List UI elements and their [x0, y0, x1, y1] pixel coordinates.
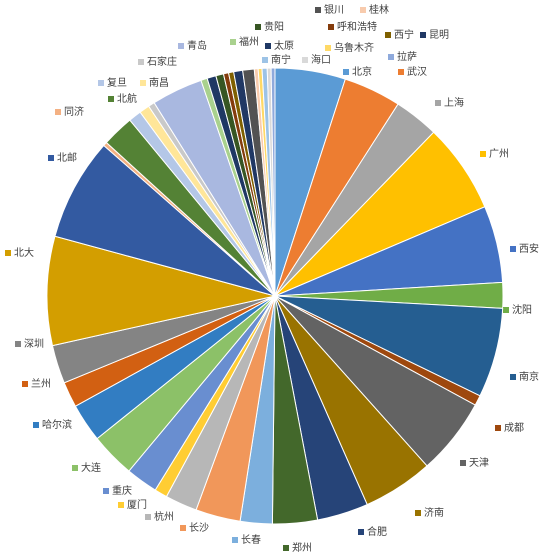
slice-label: 福州: [239, 35, 259, 48]
legend-swatch: [55, 109, 61, 115]
legend-swatch: [230, 39, 236, 45]
legend-swatch: [325, 45, 331, 51]
slice-label: 海口: [311, 53, 331, 66]
legend-swatch: [388, 54, 394, 60]
legend-swatch: [398, 69, 404, 75]
slice-label: 上海: [444, 96, 464, 109]
slice-label: 北大: [14, 246, 34, 259]
slice-label: 北航: [117, 92, 137, 105]
slice-label: 北邮: [57, 151, 77, 164]
slice-label: 西安: [519, 242, 539, 255]
slice-label: 成都: [504, 422, 524, 434]
legend-swatch: [420, 32, 426, 38]
legend-swatch: [415, 510, 421, 516]
legend-swatch: [460, 460, 466, 466]
legend-swatch: [48, 155, 54, 161]
legend-swatch: [435, 100, 441, 106]
legend-swatch: [510, 374, 516, 380]
legend-swatch: [328, 24, 334, 30]
slice-label: 桂林: [369, 3, 389, 16]
slice-label: 武汉: [407, 65, 427, 78]
slice-label: 贵阳: [264, 20, 284, 33]
legend-swatch: [15, 341, 21, 347]
legend-swatch: [343, 69, 349, 75]
slice-label: 兰州: [31, 377, 51, 390]
slice-label: 石家庄: [147, 55, 177, 68]
legend-swatch: [180, 525, 186, 531]
slice-label: 青岛: [187, 39, 207, 52]
slice-label: 深圳: [24, 338, 44, 350]
legend-swatch: [315, 7, 321, 13]
legend-swatch: [302, 57, 308, 63]
slice-label: 乌鲁木齐: [334, 41, 374, 54]
legend-swatch: [503, 307, 509, 313]
slice-label: 南昌: [149, 76, 169, 89]
slice-label: 长春: [241, 534, 261, 546]
slice-label: 济南: [424, 506, 444, 519]
legend-swatch: [33, 422, 39, 428]
slice-label: 厦门: [127, 498, 147, 511]
slice-label: 沈阳: [512, 303, 532, 316]
slice-label: 南宁: [271, 53, 291, 66]
pie-slice: [54, 144, 276, 297]
legend-swatch: [98, 80, 104, 86]
legend-swatch: [255, 24, 261, 30]
slice-label: 昆明: [429, 29, 449, 41]
legend-swatch: [103, 488, 109, 494]
slice-label: 拉萨: [397, 50, 417, 63]
slice-label: 合肥: [367, 525, 387, 538]
legend-swatch: [138, 59, 144, 65]
pie-slice: [270, 67, 276, 297]
legend-swatch: [108, 96, 114, 102]
legend-swatch: [262, 57, 268, 63]
legend-swatch: [495, 425, 501, 431]
legend-swatch: [145, 514, 151, 520]
legend-swatch: [232, 537, 238, 543]
slice-label: 南京: [519, 370, 539, 383]
legend-swatch: [360, 7, 366, 13]
legend-swatch: [510, 246, 516, 252]
legend-swatch: [118, 502, 124, 508]
slice-label: 天津: [469, 457, 489, 469]
slice-label: 太原: [274, 39, 294, 52]
legend-swatch: [358, 529, 364, 535]
legend-swatch: [480, 151, 486, 157]
pie-slice: [46, 235, 276, 347]
slice-label: 银川: [324, 3, 344, 16]
slice-label: 呼和浩特: [337, 21, 377, 33]
slice-label: 重庆: [112, 484, 132, 497]
legend-swatch: [385, 32, 391, 38]
slice-label: 长沙: [189, 522, 209, 534]
slice-label: 哈尔滨: [42, 418, 72, 431]
slice-label: 广州: [489, 148, 509, 160]
legend-swatch: [72, 465, 78, 471]
legend-swatch: [5, 250, 11, 256]
legend-swatch: [178, 43, 184, 49]
slice-label: 大连: [81, 461, 101, 474]
legend-swatch: [283, 545, 289, 551]
slice-label: 同济: [64, 105, 84, 118]
slice-label: 郑州: [292, 541, 312, 554]
slice-label: 北京: [352, 65, 372, 78]
slice-label: 西宁: [394, 28, 414, 41]
legend-swatch: [265, 43, 271, 49]
slice-label: 杭州: [154, 510, 174, 523]
legend-swatch: [140, 80, 146, 86]
legend-swatch: [22, 381, 28, 387]
slice-label: 复旦: [107, 76, 127, 89]
